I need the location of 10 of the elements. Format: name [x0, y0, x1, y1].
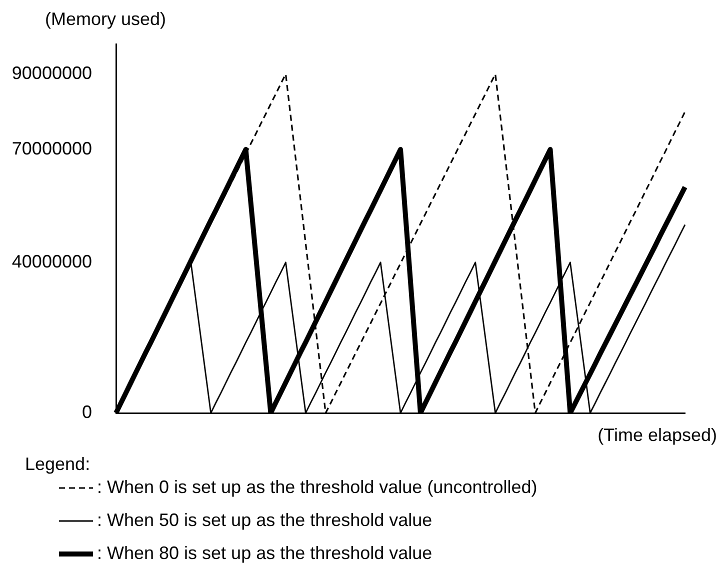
x-axis-title: (Time elapsed) [598, 424, 717, 445]
y-tick-label: 70000000 [12, 138, 92, 158]
y-tick-label: 90000000 [12, 63, 92, 84]
legend-label: : When 80 is set up as the threshold value [97, 543, 432, 563]
y-tick-label: 0 [82, 402, 92, 422]
legend-label: : When 50 is set up as the threshold value [97, 510, 432, 530]
legend-title: Legend: [25, 454, 90, 474]
y-tick-label: 40000000 [12, 251, 92, 272]
legend-label: : When 0 is set up as the threshold value (uncontrolled) [97, 477, 538, 497]
y-axis-title: (Memory used) [45, 8, 166, 29]
